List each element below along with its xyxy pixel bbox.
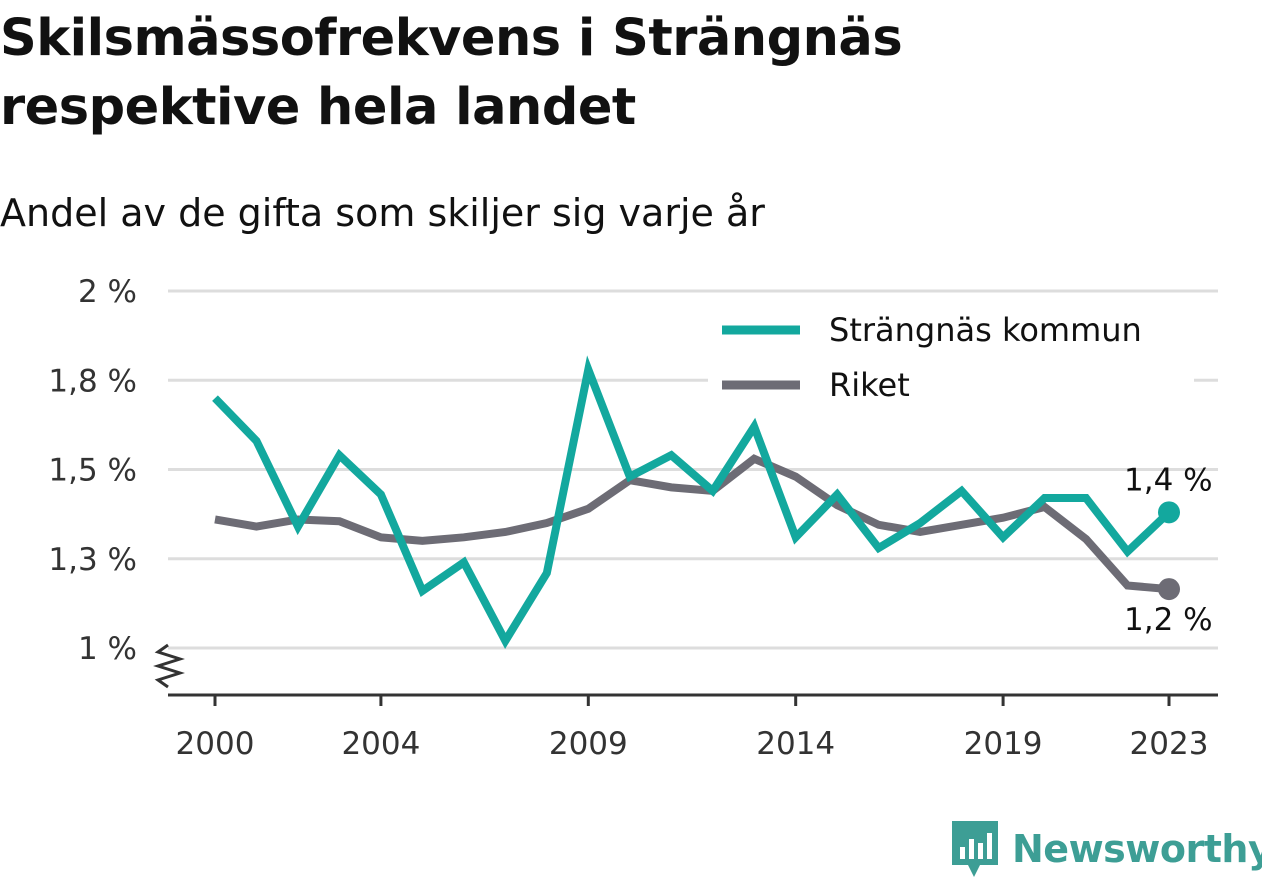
series-end-label: 1,4 % <box>1124 462 1213 498</box>
legend-background <box>708 302 1194 414</box>
newsworthy-logo-icon <box>952 821 998 877</box>
y-tick-label: 1 % <box>78 631 137 667</box>
newsworthy-logo: Newsworthy <box>950 818 1262 880</box>
series-lines <box>212 355 1180 649</box>
legend: Strängnäs kommun Riket <box>708 302 1194 414</box>
chart-title-line-2: respektive hela landet <box>0 78 636 137</box>
brand-name: Newsworthy <box>1012 827 1262 871</box>
chart-title-line-1: Skilsmässofrekvens i Strängnäs <box>0 9 903 68</box>
series-end-label: 1,2 % <box>1124 602 1213 638</box>
x-tick-label: 2009 <box>549 726 628 762</box>
zigzag-axis-break-icon <box>153 643 185 689</box>
y-tick-label: 2 % <box>78 274 137 310</box>
end-labels: 1,4 % 1,2 % <box>1124 462 1213 638</box>
x-tick-label: 2004 <box>341 726 420 762</box>
series-line <box>214 454 1170 594</box>
series-line <box>212 355 1172 649</box>
y-tick-label: 1,5 % <box>48 453 137 489</box>
y-tick-label: 1,8 % <box>48 363 137 399</box>
legend-label: Riket <box>829 366 910 404</box>
y-tick-label: 1,3 % <box>48 542 137 578</box>
legend-label: Strängnäs kommun <box>829 311 1142 349</box>
chart-subtitle: Andel av de gifta som skiljer sig varje … <box>0 191 765 235</box>
axes: 1 % 1,3 % 1,5 % 1,8 % 2 % 2000 2004 2009 2014 201… <box>48 274 1218 762</box>
chart-title: Skilsmässofrekvens i Strängnäs respektiv… <box>0 4 1262 142</box>
series-end-point <box>1158 578 1180 601</box>
x-tick-label: 2000 <box>176 726 255 762</box>
series-end-point <box>1158 501 1180 524</box>
x-tick-label: 2014 <box>756 726 835 762</box>
x-tick-label: 2023 <box>1130 726 1209 762</box>
x-tick-label: 2019 <box>964 726 1043 762</box>
